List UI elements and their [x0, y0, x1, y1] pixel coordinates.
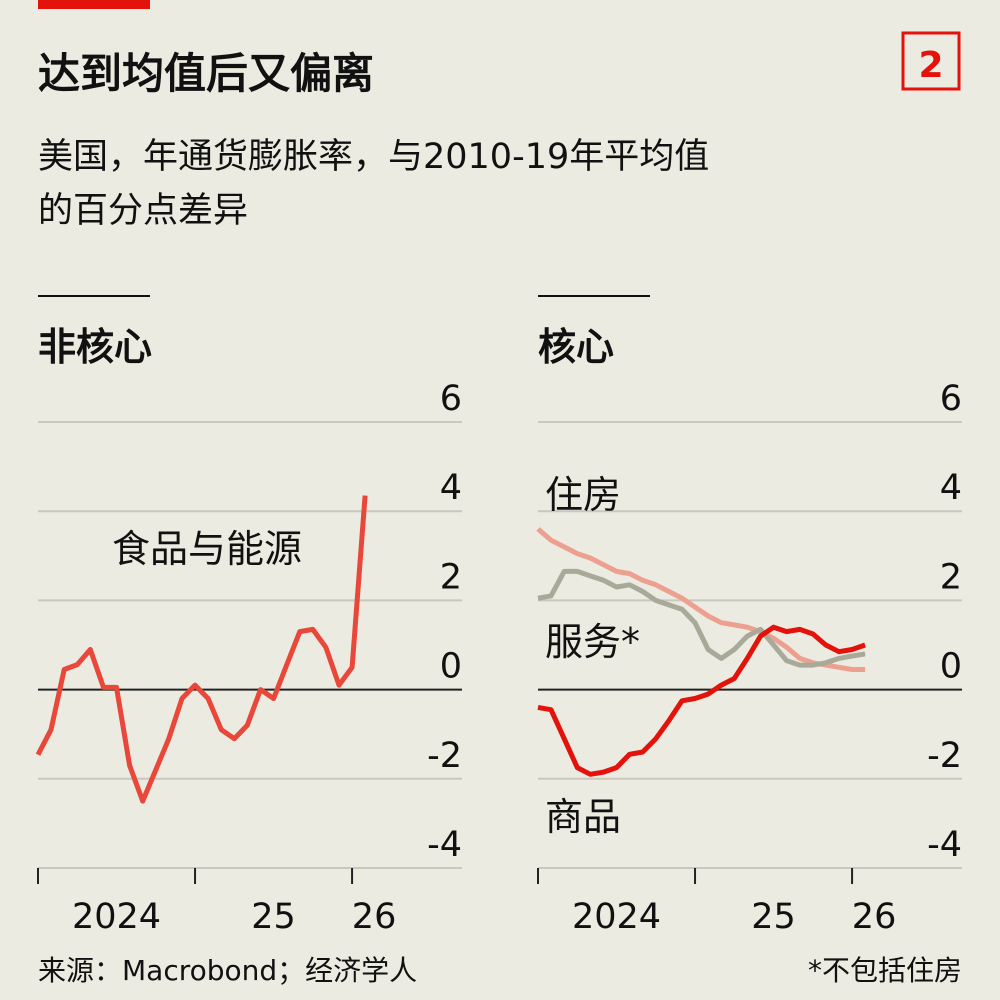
series-label: 食品与能源 [112, 527, 302, 571]
title: 达到均值后又偏离 [38, 49, 374, 98]
badge: 2 [918, 45, 943, 86]
x-tick-label: 2024 [572, 897, 661, 937]
red-tab [38, 0, 150, 9]
series-label: 商品 [545, 795, 621, 839]
y-tick-label: 4 [440, 468, 462, 508]
x-tick-label: 25 [251, 897, 296, 937]
series-line [536, 527, 866, 672]
y-tick-label: -2 [927, 736, 962, 776]
note: *不包括住房 [808, 954, 962, 987]
series-line [35, 495, 368, 804]
panel-title: 核心 [538, 325, 614, 369]
y-tick-label: -4 [427, 825, 462, 865]
badge-box [901, 31, 961, 91]
x-tick-label: 25 [751, 897, 796, 937]
y-tick-label: 2 [440, 557, 462, 597]
y-tick-label: 6 [440, 379, 462, 419]
panel-title: 非核心 [38, 325, 152, 369]
x-tick-label: 26 [852, 897, 897, 937]
source: 来源：Macrobond；经济学人 [38, 954, 417, 987]
x-tick-label: 26 [352, 897, 397, 937]
y-tick-label: -4 [927, 825, 962, 865]
series-line [537, 624, 866, 777]
series-line [537, 568, 866, 668]
subtitle-line: 美国，年通货膨胀率，与2010-19年平均值 [38, 137, 709, 177]
x-tick-label: 2024 [72, 897, 161, 937]
y-tick-label: 0 [440, 647, 462, 687]
y-tick-label: 2 [940, 557, 962, 597]
series-label: 服务* [545, 620, 640, 664]
y-tick-label: 4 [940, 468, 962, 508]
y-tick-label: 6 [940, 379, 962, 419]
y-tick-label: 0 [940, 647, 962, 687]
series-label: 住房 [545, 473, 621, 517]
subtitle-line: 的百分点差异 [38, 191, 248, 231]
y-tick-label: -2 [427, 736, 462, 776]
